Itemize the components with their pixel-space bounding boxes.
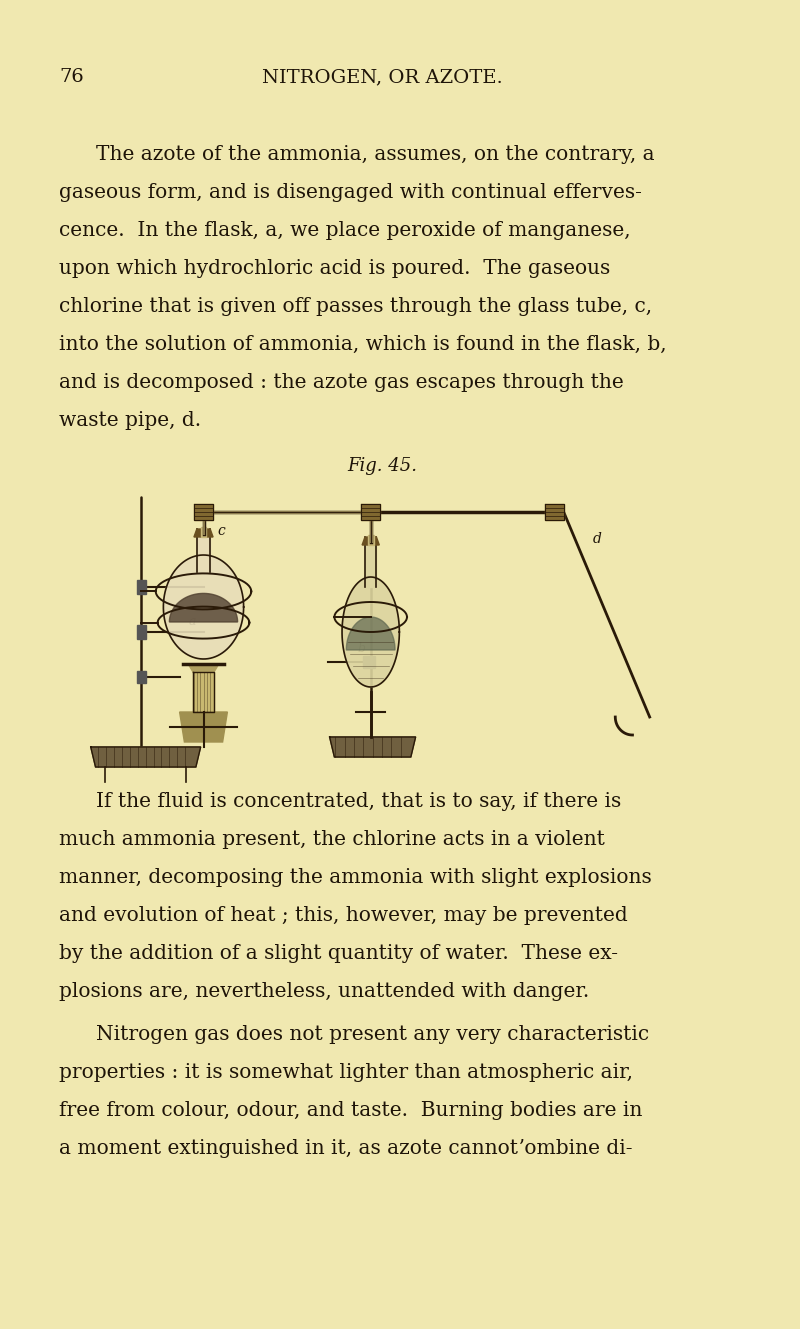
- Text: properties : it is somewhat lighter than atmospheric air,: properties : it is somewhat lighter than…: [59, 1063, 634, 1082]
- Polygon shape: [163, 556, 244, 659]
- Text: by the addition of a slight quantity of water.  These ex-: by the addition of a slight quantity of …: [59, 944, 618, 964]
- Polygon shape: [197, 529, 210, 571]
- Text: b: b: [357, 642, 365, 655]
- Text: a moment extinguished in it, as azote cannotʼombine di-: a moment extinguished in it, as azote ca…: [59, 1139, 633, 1158]
- Text: NITROGEN, OR AZOTE.: NITROGEN, OR AZOTE.: [262, 68, 502, 86]
- Polygon shape: [342, 577, 399, 687]
- Polygon shape: [180, 712, 227, 742]
- Text: plosions are, nevertheless, unattended with danger.: plosions are, nevertheless, unattended w…: [59, 982, 590, 1001]
- Text: waste pipe, d.: waste pipe, d.: [59, 411, 202, 431]
- Text: The azote of the ammonia, assumes, on the contrary, a: The azote of the ammonia, assumes, on th…: [95, 145, 654, 163]
- Polygon shape: [137, 579, 146, 594]
- Text: Nitrogen gas does not present any very characteristic: Nitrogen gas does not present any very c…: [95, 1025, 649, 1045]
- Polygon shape: [368, 536, 374, 545]
- Text: a: a: [188, 615, 196, 629]
- Polygon shape: [193, 672, 214, 712]
- Text: manner, decomposing the ammonia with slight explosions: manner, decomposing the ammonia with sli…: [59, 868, 652, 886]
- Polygon shape: [201, 528, 206, 537]
- Polygon shape: [194, 504, 213, 520]
- Text: and evolution of heat ; this, however, may be prevented: and evolution of heat ; this, however, m…: [59, 906, 628, 925]
- Text: gaseous form, and is disengaged with continual efferves-: gaseous form, and is disengaged with con…: [59, 183, 642, 202]
- Text: If the fluid is concentrated, that is to say, if there is: If the fluid is concentrated, that is to…: [95, 792, 621, 811]
- Polygon shape: [137, 625, 146, 639]
- Text: upon which hydrochloric acid is poured.  The gaseous: upon which hydrochloric acid is poured. …: [59, 259, 610, 278]
- Polygon shape: [194, 529, 213, 537]
- Text: much ammonia present, the chlorine acts in a violent: much ammonia present, the chlorine acts …: [59, 831, 605, 849]
- Text: Fig. 45.: Fig. 45.: [347, 457, 417, 474]
- Text: 76: 76: [59, 68, 84, 86]
- Text: chlorine that is given off passes through the glass tube, c,: chlorine that is given off passes throug…: [59, 296, 652, 316]
- Polygon shape: [188, 664, 218, 672]
- Text: c: c: [218, 524, 226, 538]
- Polygon shape: [346, 617, 395, 650]
- Polygon shape: [361, 504, 380, 520]
- Polygon shape: [137, 671, 146, 683]
- Polygon shape: [545, 504, 564, 520]
- Polygon shape: [90, 747, 201, 767]
- Polygon shape: [363, 657, 375, 668]
- Polygon shape: [330, 738, 416, 758]
- Polygon shape: [365, 537, 377, 587]
- Text: cence.  In the flask, a, we place peroxide of manganese,: cence. In the flask, a, we place peroxid…: [59, 221, 631, 241]
- Text: d: d: [592, 532, 602, 546]
- Polygon shape: [170, 594, 238, 622]
- Text: and is decomposed : the azote gas escapes through the: and is decomposed : the azote gas escape…: [59, 373, 624, 392]
- Polygon shape: [362, 537, 379, 545]
- Text: into the solution of ammonia, which is found in the flask, b,: into the solution of ammonia, which is f…: [59, 335, 667, 354]
- Text: free from colour, odour, and taste.  Burning bodies are in: free from colour, odour, and taste. Burn…: [59, 1100, 642, 1120]
